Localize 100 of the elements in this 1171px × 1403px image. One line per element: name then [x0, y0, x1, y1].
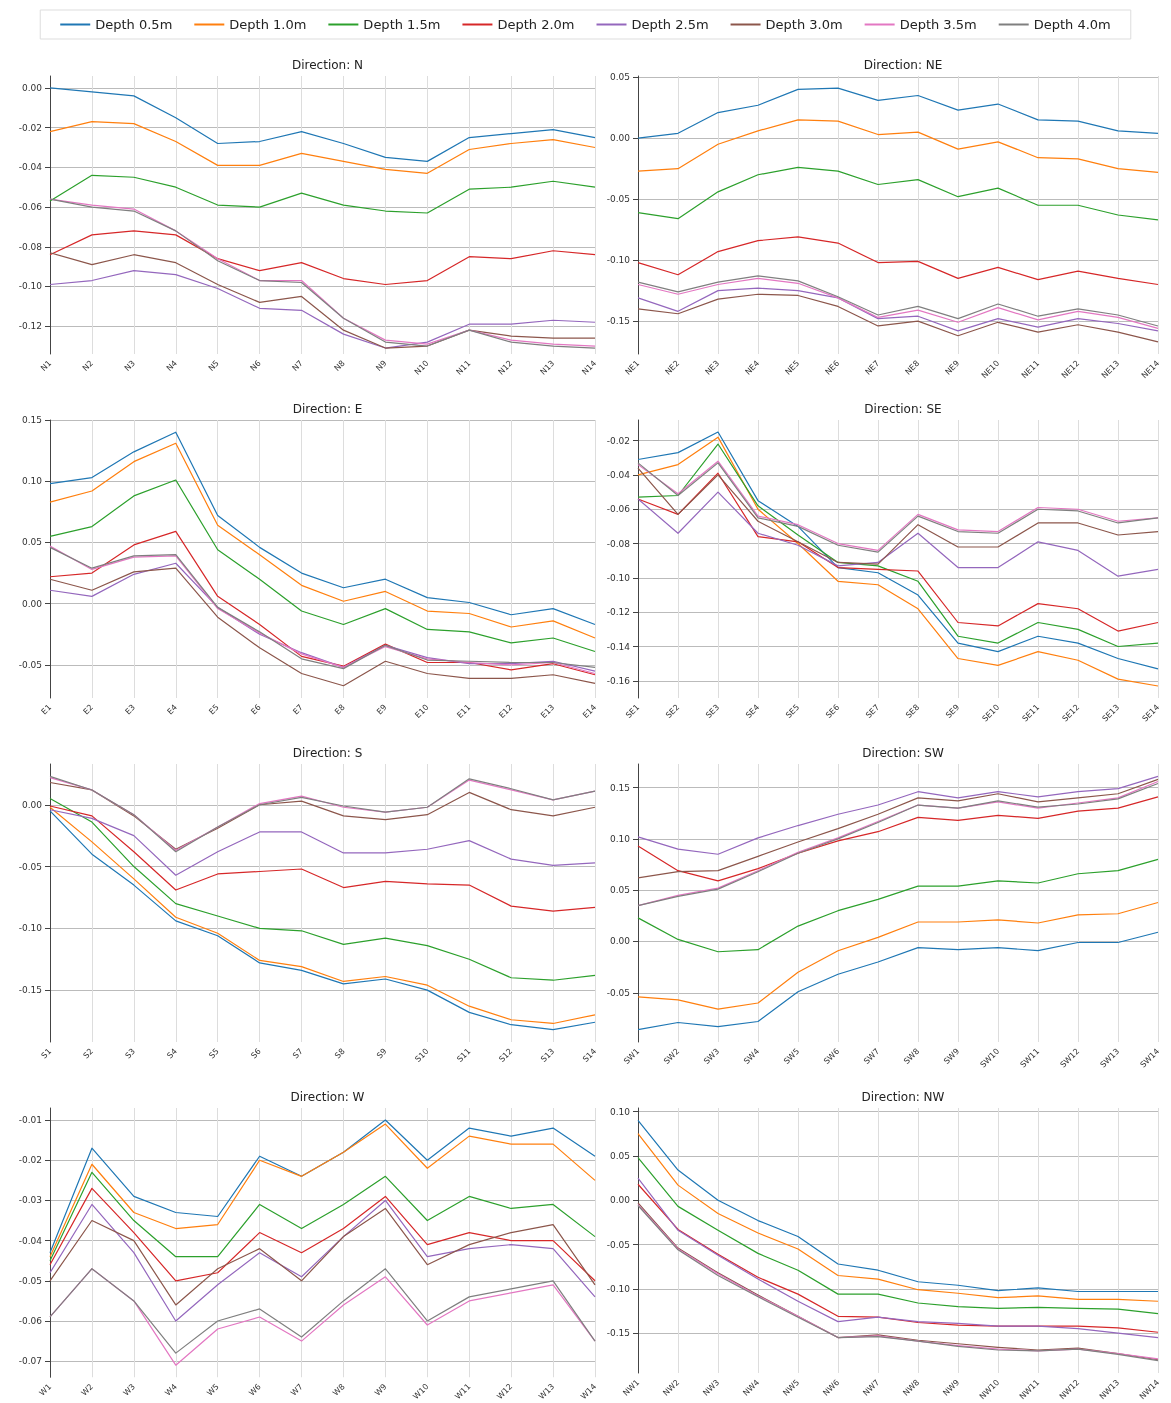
legend-label: Depth 2.0m — [497, 17, 575, 32]
x-tick-label: N4 — [164, 358, 179, 373]
y-tick-label: -0.05 — [606, 1239, 630, 1250]
y-tick-label: -0.04 — [18, 162, 43, 173]
line-series — [637, 236, 1159, 286]
y-tick-label: 0.00 — [609, 1195, 631, 1206]
x-tick-label: N9 — [374, 358, 389, 373]
line-series — [637, 931, 1159, 1031]
y-tick-label: -0.06 — [18, 1316, 43, 1326]
y-tick-label: 0.05 — [609, 72, 630, 83]
chart-title: Direction: W — [290, 1090, 365, 1104]
line-series — [637, 293, 1159, 343]
y-tick-label: 0.00 — [21, 598, 43, 609]
y-tick-label: 0.15 — [609, 782, 630, 793]
x-tick-label: N8 — [332, 358, 347, 373]
legend-label: Depth 3.0m — [765, 17, 843, 32]
x-tick-label: E7 — [291, 702, 305, 717]
y-tick-label: 0.05 — [609, 1150, 630, 1161]
x-tick-label: E1 — [39, 702, 54, 717]
y-tick-label: -0.10 — [606, 255, 631, 266]
y-tick-label: -0.10 — [18, 281, 43, 292]
chart-title: Direction: S — [292, 746, 363, 760]
line-series — [637, 775, 1159, 855]
y-tick-label: 0.00 — [21, 82, 43, 93]
line-series — [637, 778, 1159, 879]
x-tick-label: S11 — [455, 1046, 473, 1064]
y-tick-label: -0.15 — [18, 985, 42, 996]
legend-label: Depth 3.5m — [899, 17, 977, 32]
x-tick-label: W7 — [289, 1382, 305, 1398]
y-tick-label: -0.10 — [606, 1283, 631, 1294]
x-tick-label: SE1 — [624, 702, 642, 720]
line-series — [49, 87, 596, 162]
chart-title: Direction: NW — [861, 1090, 945, 1104]
x-tick-label: N3 — [122, 358, 138, 373]
legend-label: Depth 2.5m — [631, 17, 709, 32]
legend-label: Depth 0.5m — [95, 17, 173, 32]
x-tick-label: N7 — [290, 358, 305, 373]
line-series — [637, 901, 1159, 1010]
x-tick-label: W6 — [247, 1382, 263, 1398]
y-tick-label: -0.05 — [18, 861, 42, 872]
y-tick-label: -0.05 — [606, 194, 630, 205]
line-series — [49, 121, 596, 174]
x-tick-label: S4 — [165, 1046, 179, 1061]
x-tick-label: E4 — [165, 702, 179, 717]
x-tick-label: W8 — [331, 1382, 347, 1398]
y-tick-label: 0.00 — [21, 799, 43, 810]
x-tick-label: W2 — [79, 1382, 96, 1398]
line-series — [637, 472, 1159, 632]
x-tick-label: W9 — [373, 1382, 389, 1398]
legend-label: Depth 4.0m — [1033, 17, 1111, 32]
line-series — [49, 798, 596, 981]
x-tick-label: E8 — [333, 702, 347, 717]
y-tick-label: -0.15 — [606, 1328, 630, 1339]
x-tick-label: W4 — [163, 1382, 179, 1398]
y-tick-label: 0.15 — [21, 415, 42, 425]
y-tick-label: -0.04 — [18, 1235, 43, 1246]
x-tick-label: S2 — [81, 1046, 96, 1061]
x-tick-label: E11 — [455, 702, 473, 720]
line-series — [637, 467, 1159, 565]
line-series — [637, 166, 1159, 221]
x-tick-label: S7 — [291, 1046, 305, 1061]
line-series — [49, 230, 596, 286]
line-series — [49, 1199, 596, 1322]
y-tick-label: 0.00 — [609, 936, 631, 947]
x-tick-label: N5 — [206, 358, 221, 373]
y-tick-label: -0.06 — [606, 504, 631, 515]
x-tick-label: E3 — [123, 702, 138, 717]
line-series — [49, 567, 596, 687]
y-tick-label: -0.08 — [606, 538, 631, 549]
line-series — [637, 796, 1159, 882]
line-series — [637, 119, 1159, 173]
legend-label: Depth 1.5m — [363, 17, 441, 32]
line-series — [49, 1171, 596, 1262]
y-tick-label: -0.10 — [606, 572, 631, 583]
line-series — [637, 858, 1159, 953]
y-tick-label: 0.05 — [21, 537, 42, 548]
y-tick-label: -0.07 — [18, 1356, 42, 1367]
x-tick-label: N6 — [248, 358, 263, 373]
y-tick-label: 0.05 — [609, 885, 630, 896]
line-series — [49, 1207, 596, 1306]
x-tick-label: E2 — [81, 702, 96, 717]
line-series — [637, 87, 1159, 139]
line-series — [49, 174, 596, 214]
y-tick-label: 0.00 — [609, 133, 631, 144]
x-tick-label: N2 — [80, 358, 96, 373]
x-tick-label: S3 — [123, 1046, 138, 1061]
y-tick-label: -0.05 — [18, 1275, 42, 1286]
x-tick-label: E5 — [207, 702, 221, 717]
chart-title: Direction: E — [292, 402, 363, 416]
y-tick-label: 0.10 — [609, 1106, 631, 1117]
x-tick-label: S1 — [39, 1046, 54, 1061]
y-tick-label: -0.02 — [606, 435, 630, 446]
y-tick-label: -0.16 — [606, 675, 631, 686]
chart-title: Direction: NE — [863, 58, 943, 72]
x-tick-label: S5 — [207, 1046, 221, 1061]
y-tick-label: -0.06 — [18, 202, 43, 213]
y-tick-label: -0.08 — [18, 241, 43, 252]
y-tick-label: -0.03 — [18, 1195, 42, 1206]
y-tick-label: 0.10 — [21, 476, 43, 487]
line-series — [49, 809, 596, 876]
